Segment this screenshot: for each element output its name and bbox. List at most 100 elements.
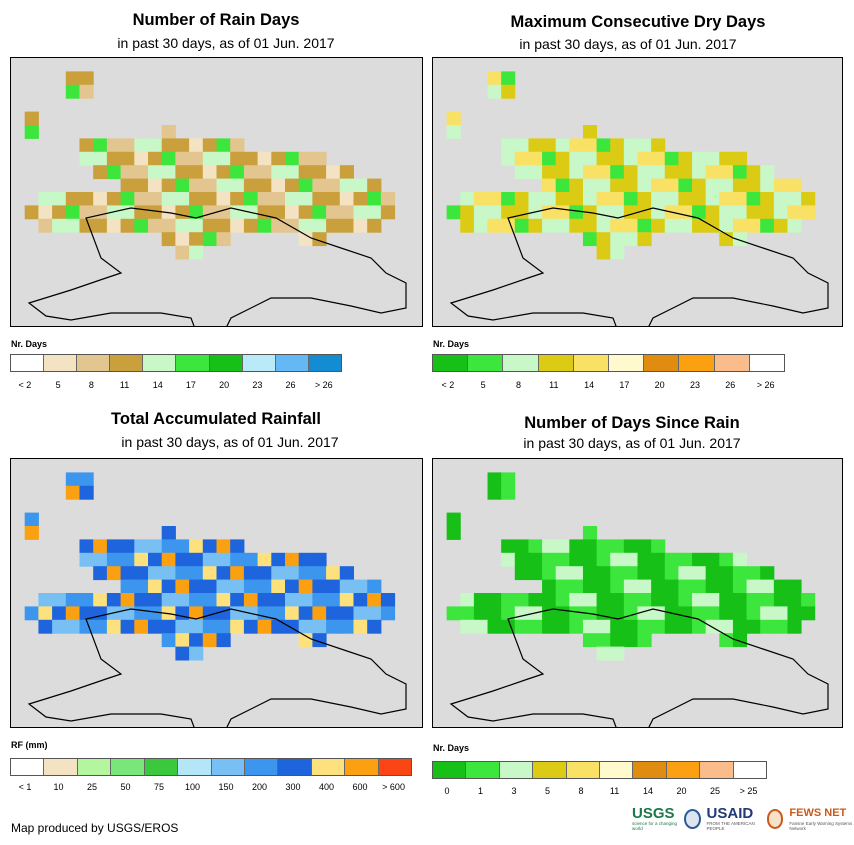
grid-cell [555, 165, 570, 180]
grid-cell [555, 619, 570, 634]
grid-cell [175, 633, 190, 648]
grid-cell [65, 485, 80, 500]
grid-cell [339, 619, 354, 634]
grid-cell [312, 552, 327, 567]
panel-subtitle: in past 30 days, as of 01 Jun. 2017 [117, 35, 335, 51]
legend-swatch [644, 355, 680, 371]
grid-cell [106, 566, 122, 581]
grid-cell [446, 205, 461, 220]
grid-cell [719, 566, 734, 581]
grid-cell [148, 566, 163, 581]
grid-cell [596, 192, 611, 206]
grid-cell [161, 566, 176, 581]
grid-cell [692, 552, 707, 567]
grid-cell [271, 205, 286, 220]
grid-cell [542, 178, 557, 193]
grid-cell [52, 205, 67, 220]
grid-cell [202, 619, 217, 634]
grid-cell [120, 151, 135, 166]
grid-cell [161, 593, 176, 607]
grid-cell [298, 552, 313, 567]
grid-cell [773, 218, 788, 233]
grid-cell [93, 218, 108, 233]
grid-cell [161, 232, 176, 247]
grid-cell [175, 192, 190, 206]
legend-swatch [275, 355, 309, 371]
grid-cell [243, 151, 259, 166]
grid-cell [692, 165, 707, 180]
grid-cell [623, 579, 638, 594]
coastline [27, 608, 407, 727]
coastline [449, 207, 829, 326]
grid-cell [514, 552, 529, 567]
grid-cell [243, 165, 259, 180]
grid-cell [719, 552, 734, 567]
grid-cell [569, 619, 584, 634]
grid-cell [678, 579, 693, 594]
grid-cell [732, 232, 748, 247]
grid-cell [216, 539, 231, 554]
grid-cell [257, 552, 272, 567]
grid-cell [257, 218, 272, 233]
grid-cell [787, 593, 802, 607]
legend-swatch [311, 759, 346, 775]
grid-cell [339, 218, 354, 233]
grid-cell [216, 138, 231, 153]
legend-tick: 400 [319, 782, 335, 792]
legend-tick: 14 [643, 786, 654, 796]
legend-tick: 23 [252, 380, 263, 390]
grid-cell [202, 165, 217, 180]
legend-swatch [499, 762, 534, 778]
grid-cell [623, 218, 638, 233]
legend-swatch [308, 355, 341, 371]
legend-tick: 14 [152, 380, 163, 390]
grid-cell [760, 178, 775, 193]
legend-swatch [633, 762, 667, 778]
grid-cell [446, 111, 461, 126]
grid-cell [555, 205, 570, 220]
legend-swatch [242, 355, 276, 371]
grid-cell [161, 178, 176, 193]
grid-cell [719, 192, 734, 206]
grid-cell [79, 485, 94, 500]
panel-subtitle: in past 30 days, as of 01 Jun. 2017 [121, 434, 339, 450]
grid-cell [79, 606, 94, 621]
grid-cell [569, 539, 584, 554]
grid-cell [473, 218, 489, 233]
grid-cell [148, 165, 163, 180]
grid-cell [175, 232, 190, 247]
grid-cell [243, 566, 259, 581]
grid-cell [623, 619, 638, 634]
grid-cell [202, 579, 217, 594]
grid-cell [651, 593, 666, 607]
grid-cell [175, 593, 190, 607]
legend-label: Nr. Days [433, 743, 470, 753]
grid-cell [460, 619, 475, 634]
grid-cell [312, 218, 327, 233]
grid-cell [353, 593, 368, 607]
grid-cell [134, 579, 149, 594]
grid-cell [243, 192, 259, 206]
grid-cell [285, 178, 300, 193]
grid-cell [446, 125, 461, 139]
grid-cell [93, 165, 108, 180]
grid-cell [148, 151, 163, 166]
grid-cell [610, 151, 625, 166]
grid-cell [65, 472, 80, 487]
grid-cell [596, 552, 611, 567]
grid-cell [664, 178, 679, 193]
grid-cell [312, 593, 327, 607]
grid-cell [230, 606, 245, 621]
legend-tick: 20 [219, 380, 230, 390]
grid-cell [230, 619, 245, 634]
grid-cell [651, 218, 666, 233]
grid-cell [596, 178, 611, 193]
legend-tick: > 26 [756, 380, 775, 390]
grid-cell [542, 606, 557, 621]
grid-cell [298, 633, 313, 648]
grid-cell [473, 593, 489, 607]
legend-swatch [749, 355, 785, 371]
grid-cell [285, 593, 300, 607]
grid-cell [243, 619, 259, 634]
grid-cell [705, 579, 720, 594]
